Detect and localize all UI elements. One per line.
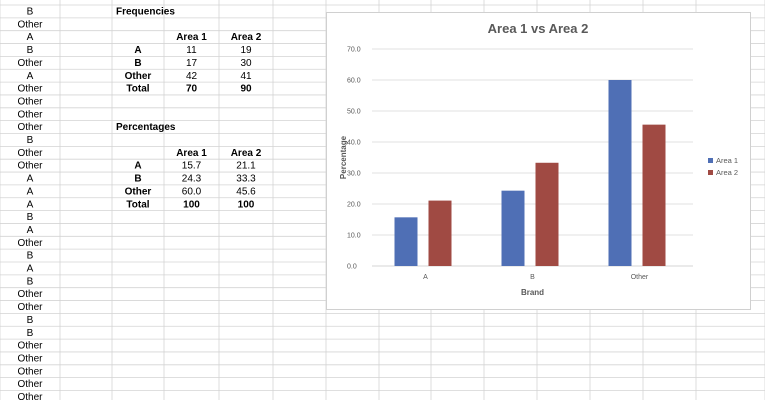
- cell-brand[interactable]: Other: [17, 302, 43, 313]
- table-cell-area2[interactable]: 100: [238, 199, 255, 210]
- cell-brand[interactable]: Other: [17, 238, 43, 249]
- cell-brand[interactable]: B: [27, 45, 34, 56]
- table-cell-area1[interactable]: 17: [186, 58, 198, 69]
- table-header[interactable]: Area 1: [176, 148, 207, 159]
- cell-brand[interactable]: A: [27, 174, 34, 185]
- bar-area2-b[interactable]: [535, 162, 559, 266]
- cell-brand[interactable]: A: [27, 264, 34, 275]
- cell-brand[interactable]: A: [27, 225, 34, 236]
- y-tick-label: 30.0: [347, 171, 361, 178]
- table-cell-area1[interactable]: 11: [186, 45, 197, 56]
- legend-swatch: [708, 170, 713, 175]
- y-tick-label: 10.0: [347, 233, 361, 240]
- table-cell-area2[interactable]: 33.3: [236, 174, 256, 185]
- bar-area2-a[interactable]: [428, 200, 452, 266]
- cell-brand[interactable]: Other: [17, 353, 43, 364]
- cell-brand[interactable]: Other: [17, 289, 43, 300]
- cell-brand[interactable]: B: [27, 328, 34, 339]
- table-row-label[interactable]: Total: [126, 84, 149, 95]
- table-row-label[interactable]: B: [134, 58, 141, 69]
- table-row-label[interactable]: Total: [126, 199, 149, 210]
- table-cell-area2[interactable]: 30: [240, 58, 252, 69]
- cell-brand[interactable]: Other: [17, 366, 43, 377]
- y-tick-label: 40.0: [347, 140, 361, 147]
- bar-area1-a[interactable]: [394, 217, 418, 266]
- y-tick-label: 70.0: [347, 47, 361, 54]
- cell-brand[interactable]: B: [27, 315, 34, 326]
- table-row-label[interactable]: B: [134, 174, 141, 185]
- cell-brand[interactable]: Other: [17, 109, 43, 120]
- table-row-label[interactable]: A: [134, 161, 141, 172]
- chart-area[interactable]: Area 1 vs Area 2 0.0 10.0 20.0 30.0 40.0 50.0 6…: [326, 12, 751, 310]
- table-cell-area2[interactable]: 41: [240, 71, 252, 82]
- legend-entry: Area 1: [716, 156, 738, 165]
- legend-entry: Area 2: [716, 168, 738, 177]
- bar-chart: Area 1 vs Area 2 0.0 10.0 20.0 30.0 40.0 50.0 6…: [339, 21, 738, 297]
- y-tick-label: 20.0: [347, 202, 361, 209]
- cell-brand[interactable]: Other: [17, 58, 43, 69]
- cell-brand[interactable]: B: [27, 276, 34, 287]
- table-title[interactable]: Frequencies: [116, 7, 175, 18]
- cell-brand[interactable]: Other: [17, 19, 43, 30]
- table-header[interactable]: Area 1: [176, 32, 207, 43]
- cell-brand[interactable]: Other: [17, 148, 43, 159]
- table-row-label[interactable]: Other: [125, 186, 152, 197]
- cell-brand[interactable]: B: [27, 135, 34, 146]
- x-axis-label: Brand: [521, 288, 544, 297]
- table-title[interactable]: Percentages: [116, 122, 176, 133]
- table-cell-area1[interactable]: 24.3: [182, 174, 202, 185]
- cell-brand[interactable]: B: [27, 7, 34, 18]
- cell-brand[interactable]: Other: [17, 84, 43, 95]
- table-cell-area1[interactable]: 42: [186, 71, 198, 82]
- table-cell-area2[interactable]: 21.1: [236, 161, 256, 172]
- table-cell-area1[interactable]: 100: [183, 199, 200, 210]
- y-tick-label: 0.0: [347, 264, 357, 271]
- cell-brand[interactable]: Other: [17, 161, 43, 172]
- cell-brand[interactable]: A: [27, 199, 34, 210]
- table-cell-area2[interactable]: 45.6: [236, 186, 256, 197]
- table-header[interactable]: Area 2: [231, 148, 262, 159]
- y-tick-label: 50.0: [347, 109, 361, 116]
- x-tick-label: A: [423, 274, 428, 281]
- table-cell-area2[interactable]: 90: [240, 84, 252, 95]
- table-row-label[interactable]: Other: [125, 71, 152, 82]
- cell-brand[interactable]: Other: [17, 122, 43, 133]
- table-header[interactable]: Area 2: [231, 32, 262, 43]
- cell-brand[interactable]: Other: [17, 96, 43, 107]
- table-row-label[interactable]: A: [134, 45, 141, 56]
- cell-brand[interactable]: A: [27, 71, 34, 82]
- cell-brand[interactable]: Other: [17, 341, 43, 352]
- chart-title: Area 1 vs Area 2: [488, 21, 589, 36]
- legend-swatch: [708, 158, 713, 163]
- cell-brand[interactable]: B: [27, 251, 34, 262]
- bar-area1-b[interactable]: [501, 190, 525, 266]
- table-cell-area1[interactable]: 15.7: [182, 161, 202, 172]
- cell-brand[interactable]: Other: [17, 379, 43, 390]
- y-tick-label: 60.0: [347, 78, 361, 85]
- cell-brand[interactable]: A: [27, 32, 34, 43]
- table-cell-area1[interactable]: 70: [186, 84, 198, 95]
- x-tick-label: Other: [631, 274, 649, 281]
- cell-brand[interactable]: A: [27, 186, 34, 197]
- y-axis-label: Percentage: [339, 135, 348, 179]
- bar-area2-other[interactable]: [642, 124, 666, 266]
- cell-brand[interactable]: Other: [17, 392, 43, 403]
- x-tick-label: B: [530, 274, 535, 281]
- cell-brand[interactable]: B: [27, 212, 34, 223]
- table-cell-area2[interactable]: 19: [240, 45, 252, 56]
- table-cell-area1[interactable]: 60.0: [182, 186, 202, 197]
- bar-area1-other[interactable]: [608, 80, 632, 266]
